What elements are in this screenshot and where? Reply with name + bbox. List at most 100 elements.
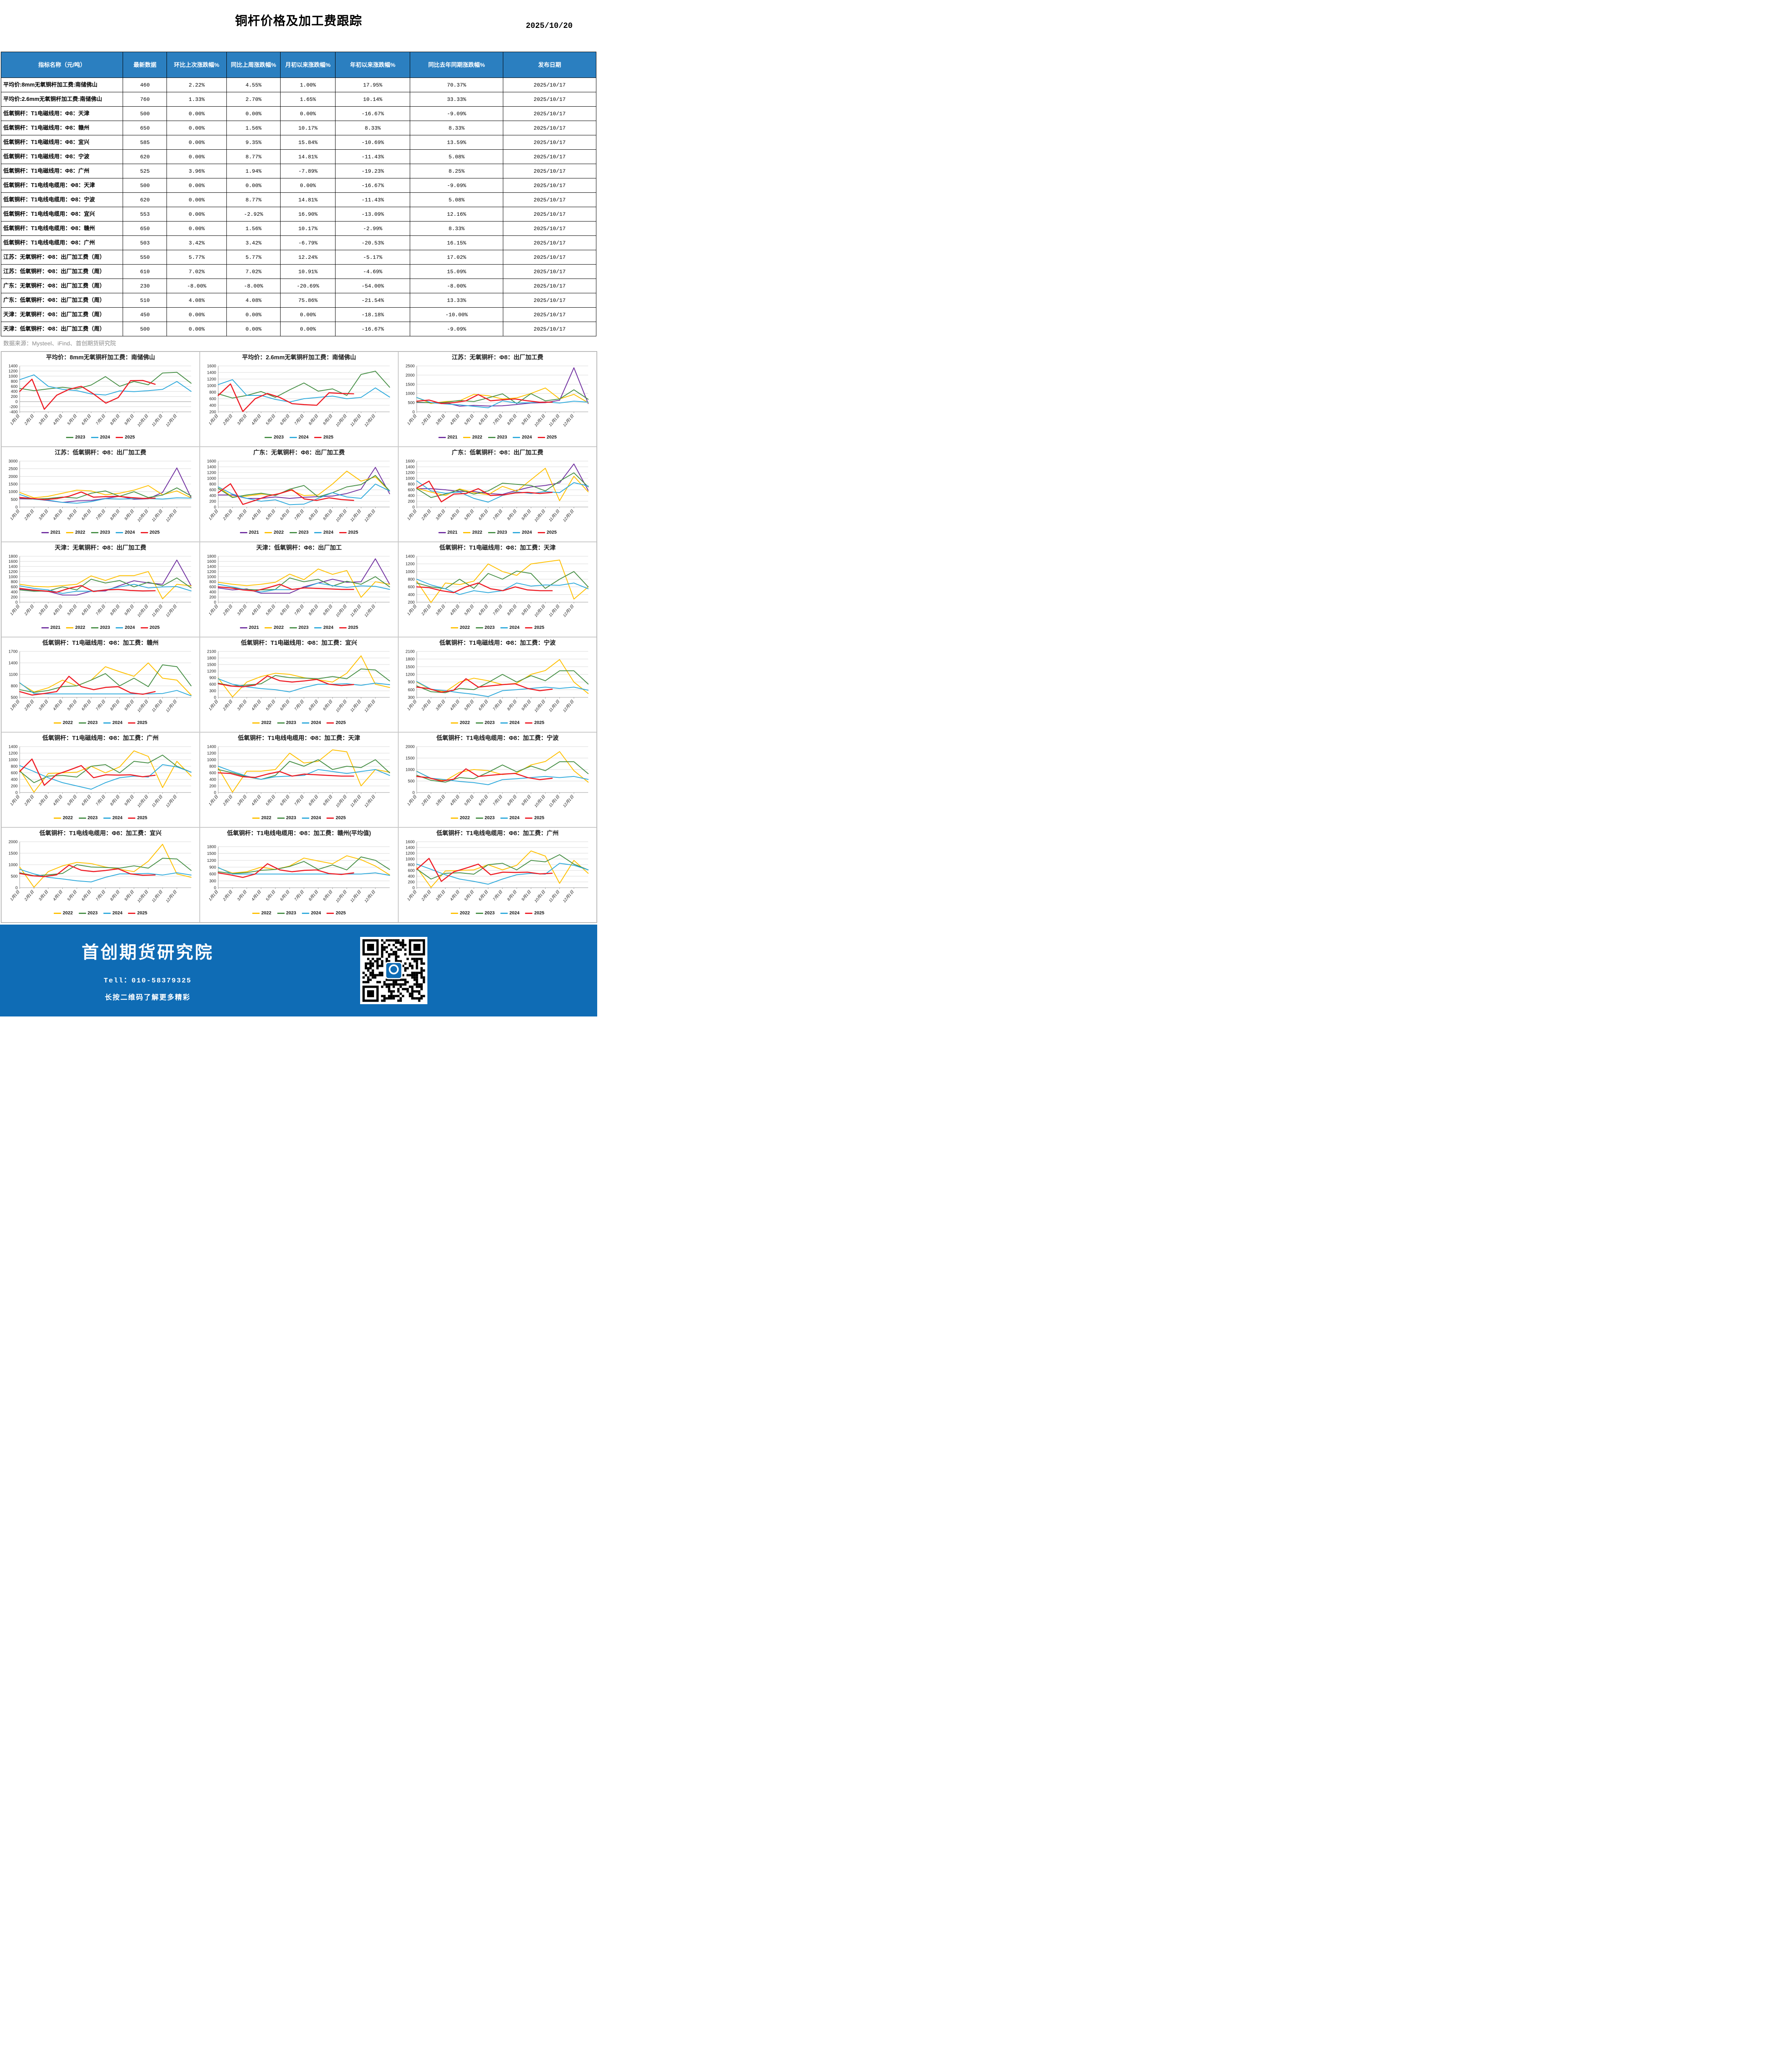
- x-axis-label: 11月1日: [349, 889, 362, 903]
- indicator-value: 525: [123, 164, 167, 178]
- x-axis-label: 5月1日: [463, 413, 475, 426]
- indicator-value: 760: [123, 92, 167, 107]
- x-axis-label: 5月1日: [463, 794, 475, 806]
- legend-label: 2022: [75, 530, 85, 535]
- x-axis-label: 9月1日: [322, 699, 334, 711]
- indicator-value: 0.00%: [226, 178, 281, 193]
- series-line-2023: [416, 670, 589, 693]
- chart-canvas: 0 200 400 600 800 1000 1200 1400 1月1日 2月1日 3月1日 4月1…: [9, 745, 192, 809]
- x-axis-label: 6月1日: [81, 509, 92, 521]
- svg-text:2500: 2500: [406, 364, 415, 369]
- indicator-value: 13.59%: [410, 135, 504, 150]
- legend-line-swatch: [78, 912, 86, 914]
- qr-center-logo: [385, 962, 403, 980]
- legend-line-swatch: [525, 722, 533, 724]
- x-axis-label: 11月1日: [151, 509, 164, 523]
- svg-text:-200: -200: [9, 405, 18, 409]
- svg-text:400: 400: [11, 590, 18, 595]
- x-axis-label: 4月1日: [449, 509, 461, 521]
- legend-item-2023: 2023: [277, 815, 296, 820]
- x-axis-label: 6月1日: [81, 413, 92, 426]
- x-axis-label: 12月1日: [562, 699, 575, 713]
- x-axis-label: 10月1日: [335, 699, 348, 713]
- svg-text:2000: 2000: [9, 840, 18, 845]
- x-axis-label: 8月1日: [308, 889, 320, 902]
- indicator-name: 低氧铜杆：T1电线电缆用：Φ8：赣州: [0, 221, 123, 236]
- publish-date: 2025/10/17: [503, 307, 596, 322]
- legend-label: 2022: [460, 625, 470, 630]
- publish-date: 2025/10/17: [503, 121, 596, 135]
- legend-item-2025: 2025: [128, 815, 147, 820]
- indicator-value: 553: [123, 207, 167, 222]
- svg-text:1800: 1800: [207, 555, 217, 559]
- x-axis-label: 3月1日: [237, 889, 248, 902]
- indicator-value: 14.81%: [280, 149, 336, 164]
- x-axis-label: 10月1日: [335, 794, 348, 808]
- legend-label: 2021: [249, 625, 259, 630]
- x-axis-label: 6月1日: [81, 889, 92, 902]
- legend-line-swatch: [438, 532, 446, 533]
- legend-item-2024: 2024: [314, 530, 333, 535]
- chart-canvas: 0 500 1000 1500 2000 1月1日 2月1日 3月1日 4月1日 5月1日 6月1日…: [9, 840, 192, 904]
- legend-line-swatch: [140, 627, 148, 628]
- x-axis-label: 10月1日: [137, 413, 149, 427]
- svg-text:800: 800: [408, 482, 415, 487]
- x-axis-label: 3月1日: [38, 509, 50, 521]
- legend-item-2022: 2022: [54, 720, 73, 725]
- indicator-value: 4.08%: [167, 293, 227, 308]
- legend-line-swatch: [314, 627, 322, 628]
- series-line-2023: [218, 475, 390, 498]
- x-axis-label: 1月1日: [9, 794, 21, 806]
- legend-label: 2023: [497, 435, 507, 440]
- svg-text:500: 500: [408, 779, 415, 784]
- indicator-value: -10.69%: [335, 135, 411, 150]
- series-line-2023: [416, 571, 589, 589]
- chart-legend: 2023 2024 2025: [202, 434, 396, 441]
- x-axis-label: 5月1日: [66, 413, 78, 426]
- legend-line-swatch: [103, 912, 111, 914]
- chart-title: 低氧铜杆：T1电线电缆用：Φ8：加工费：宁波: [436, 735, 559, 742]
- svg-text:1800: 1800: [9, 555, 18, 559]
- x-axis-label: 7月1日: [95, 509, 107, 521]
- legend-item-2024: 2024: [103, 815, 122, 820]
- x-axis-label: 7月1日: [492, 413, 504, 426]
- chart-panel-12: 低氧铜杆：T1电磁线用：Φ8：加工费：宁波 300 600 900 1200 1500 18…: [398, 637, 597, 732]
- chart-legend: 2021 2022 2023 2024 2025: [400, 434, 595, 441]
- legend-label: 2022: [460, 720, 470, 725]
- svg-text:200: 200: [209, 410, 216, 415]
- svg-text:1000: 1000: [406, 768, 415, 772]
- indicator-name: 低氧铜杆：T1电线电缆用：Φ8：天津: [0, 178, 123, 193]
- legend-label: 2022: [472, 435, 482, 440]
- x-axis-label: 7月1日: [294, 794, 305, 806]
- table-row: 低氧铜杆：T1电线电缆用：Φ8：宜兴 553 0.00% -2.92% 16.90% -1…: [0, 207, 596, 222]
- x-axis-label: 2月1日: [222, 699, 233, 712]
- indicator-table-body: 平均价:8mm无氧铜杆加工费:南储佛山 460 2.22% 4.55% 1.00% 17.…: [0, 78, 596, 336]
- legend-item-2022: 2022: [463, 530, 482, 535]
- svg-text:1200: 1200: [207, 859, 217, 863]
- legend-line-swatch: [500, 912, 508, 914]
- x-axis-label: 12月1日: [364, 889, 377, 903]
- chart-panel-10: 低氧铜杆：T1电磁线用：Φ8：加工费：赣州 500 800 1100 1400 1700 1…: [1, 637, 200, 732]
- table-row: 广东：无氧铜杆：Φ8：出厂加工费（周） 230 -8.00% -8.00% -20.69…: [0, 279, 596, 293]
- footer-qr-hint: 长按二维码了解更多精彩: [105, 994, 191, 1001]
- legend-label: 2024: [509, 720, 520, 725]
- x-axis-label: 11月1日: [548, 794, 561, 808]
- legend-line-swatch: [289, 436, 297, 438]
- series-line-2025: [217, 675, 354, 687]
- series-line-2024: [19, 764, 192, 790]
- svg-text:600: 600: [209, 488, 216, 493]
- legend-label: 2023: [87, 720, 98, 725]
- legend-line-swatch: [463, 532, 471, 533]
- legend-item-2025: 2025: [525, 911, 544, 916]
- legend-line-swatch: [475, 722, 483, 724]
- legend-item-2025: 2025: [326, 720, 346, 725]
- indicator-value: -19.23%: [335, 164, 411, 178]
- series-line-2021: [416, 464, 589, 495]
- chart-legend: 2022 2023 2024 2025: [400, 909, 595, 917]
- svg-text:1000: 1000: [9, 758, 18, 763]
- indicator-value: 10.17%: [280, 221, 336, 236]
- x-axis-label: 6月1日: [279, 794, 291, 806]
- svg-text:2100: 2100: [406, 650, 415, 654]
